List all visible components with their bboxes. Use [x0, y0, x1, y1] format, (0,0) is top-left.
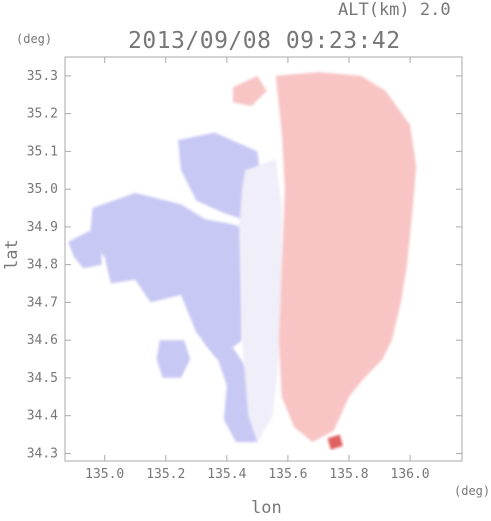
- region-west-negative-lower: [202, 340, 258, 443]
- x-tick-label: 135.4: [207, 467, 246, 482]
- y-tick-label: 34.3: [27, 446, 58, 461]
- region-east-positive: [275, 72, 417, 443]
- x-tick-label: 135.8: [329, 467, 368, 482]
- y-tick-label: 34.5: [27, 371, 58, 386]
- y-tick-label: 35.2: [27, 107, 58, 122]
- x-tick-label: 135.0: [85, 467, 124, 482]
- y-tick-label: 35.1: [27, 144, 58, 159]
- altitude-label: ALT(km) 2.0: [338, 0, 451, 20]
- region-south-hotspot: [327, 434, 343, 450]
- y-tick-label: 35.0: [27, 182, 58, 197]
- x-tick-label: 135.2: [146, 467, 185, 482]
- region-west-negative: [89, 192, 243, 360]
- y-unit-label: (deg): [16, 32, 53, 46]
- y-tick-label: 34.6: [27, 333, 58, 348]
- region-far-west-patch: [68, 230, 102, 269]
- y-tick-label: 34.7: [27, 295, 58, 310]
- x-axis-label: lon: [251, 498, 282, 518]
- x-unit-label: (deg): [454, 484, 491, 498]
- y-tick-label: 34.9: [27, 220, 58, 235]
- plot-frame: [64, 56, 463, 462]
- timestamp-title: 2013/09/08 09:23:42: [128, 28, 401, 54]
- y-tick-label: 35.3: [27, 69, 58, 84]
- axis-ticks: 135.0 135.2 135.4 135.6 135.8 136.0 34.3 34.4 34…: [27, 57, 462, 482]
- region-north-patch: [233, 75, 267, 107]
- y-tick-label: 34.4: [27, 409, 58, 424]
- region-southwest-patch: [156, 340, 191, 378]
- region-center-neutral: [239, 158, 282, 443]
- y-tick-label: 34.8: [27, 258, 58, 273]
- x-tick-label: 135.6: [268, 467, 307, 482]
- velocity-regions: [68, 72, 417, 450]
- x-tick-label: 136.0: [391, 467, 430, 482]
